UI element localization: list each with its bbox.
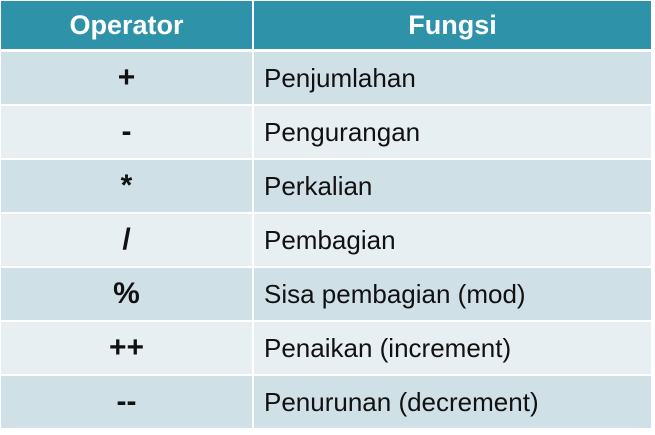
header-fungsi: Fungsi — [253, 1, 651, 52]
operator-table: Operator Fungsi + Penjumlahan - Penguran… — [1, 1, 651, 430]
table-row: + Penjumlahan — [1, 50, 651, 106]
table-row: % Sisa pembagian (mod) — [1, 267, 651, 322]
header-operator: Operator — [1, 1, 254, 52]
operator-cell: ++ — [1, 321, 254, 376]
fungsi-cell: Perkalian — [253, 159, 651, 214]
table-row: * Perkalian — [1, 159, 651, 214]
operator-cell: -- — [1, 375, 254, 430]
fungsi-cell: Penjumlahan — [253, 50, 651, 106]
table-row: / Pembagian — [1, 213, 651, 268]
fungsi-cell: Penaikan (increment) — [253, 321, 651, 376]
operator-cell: / — [1, 213, 254, 268]
table-row: - Pengurangan — [1, 105, 651, 160]
operator-cell: * — [1, 159, 254, 214]
table-row: ++ Penaikan (increment) — [1, 321, 651, 376]
operator-cell: % — [1, 267, 254, 322]
operator-cell: + — [1, 50, 254, 106]
table-row: -- Penurunan (decrement) — [1, 375, 651, 430]
fungsi-cell: Penurunan (decrement) — [253, 375, 651, 430]
fungsi-cell: Sisa pembagian (mod) — [253, 267, 651, 322]
operator-cell: - — [1, 105, 254, 160]
fungsi-cell: Pengurangan — [253, 105, 651, 160]
fungsi-cell: Pembagian — [253, 213, 651, 268]
header-row: Operator Fungsi — [1, 1, 651, 52]
